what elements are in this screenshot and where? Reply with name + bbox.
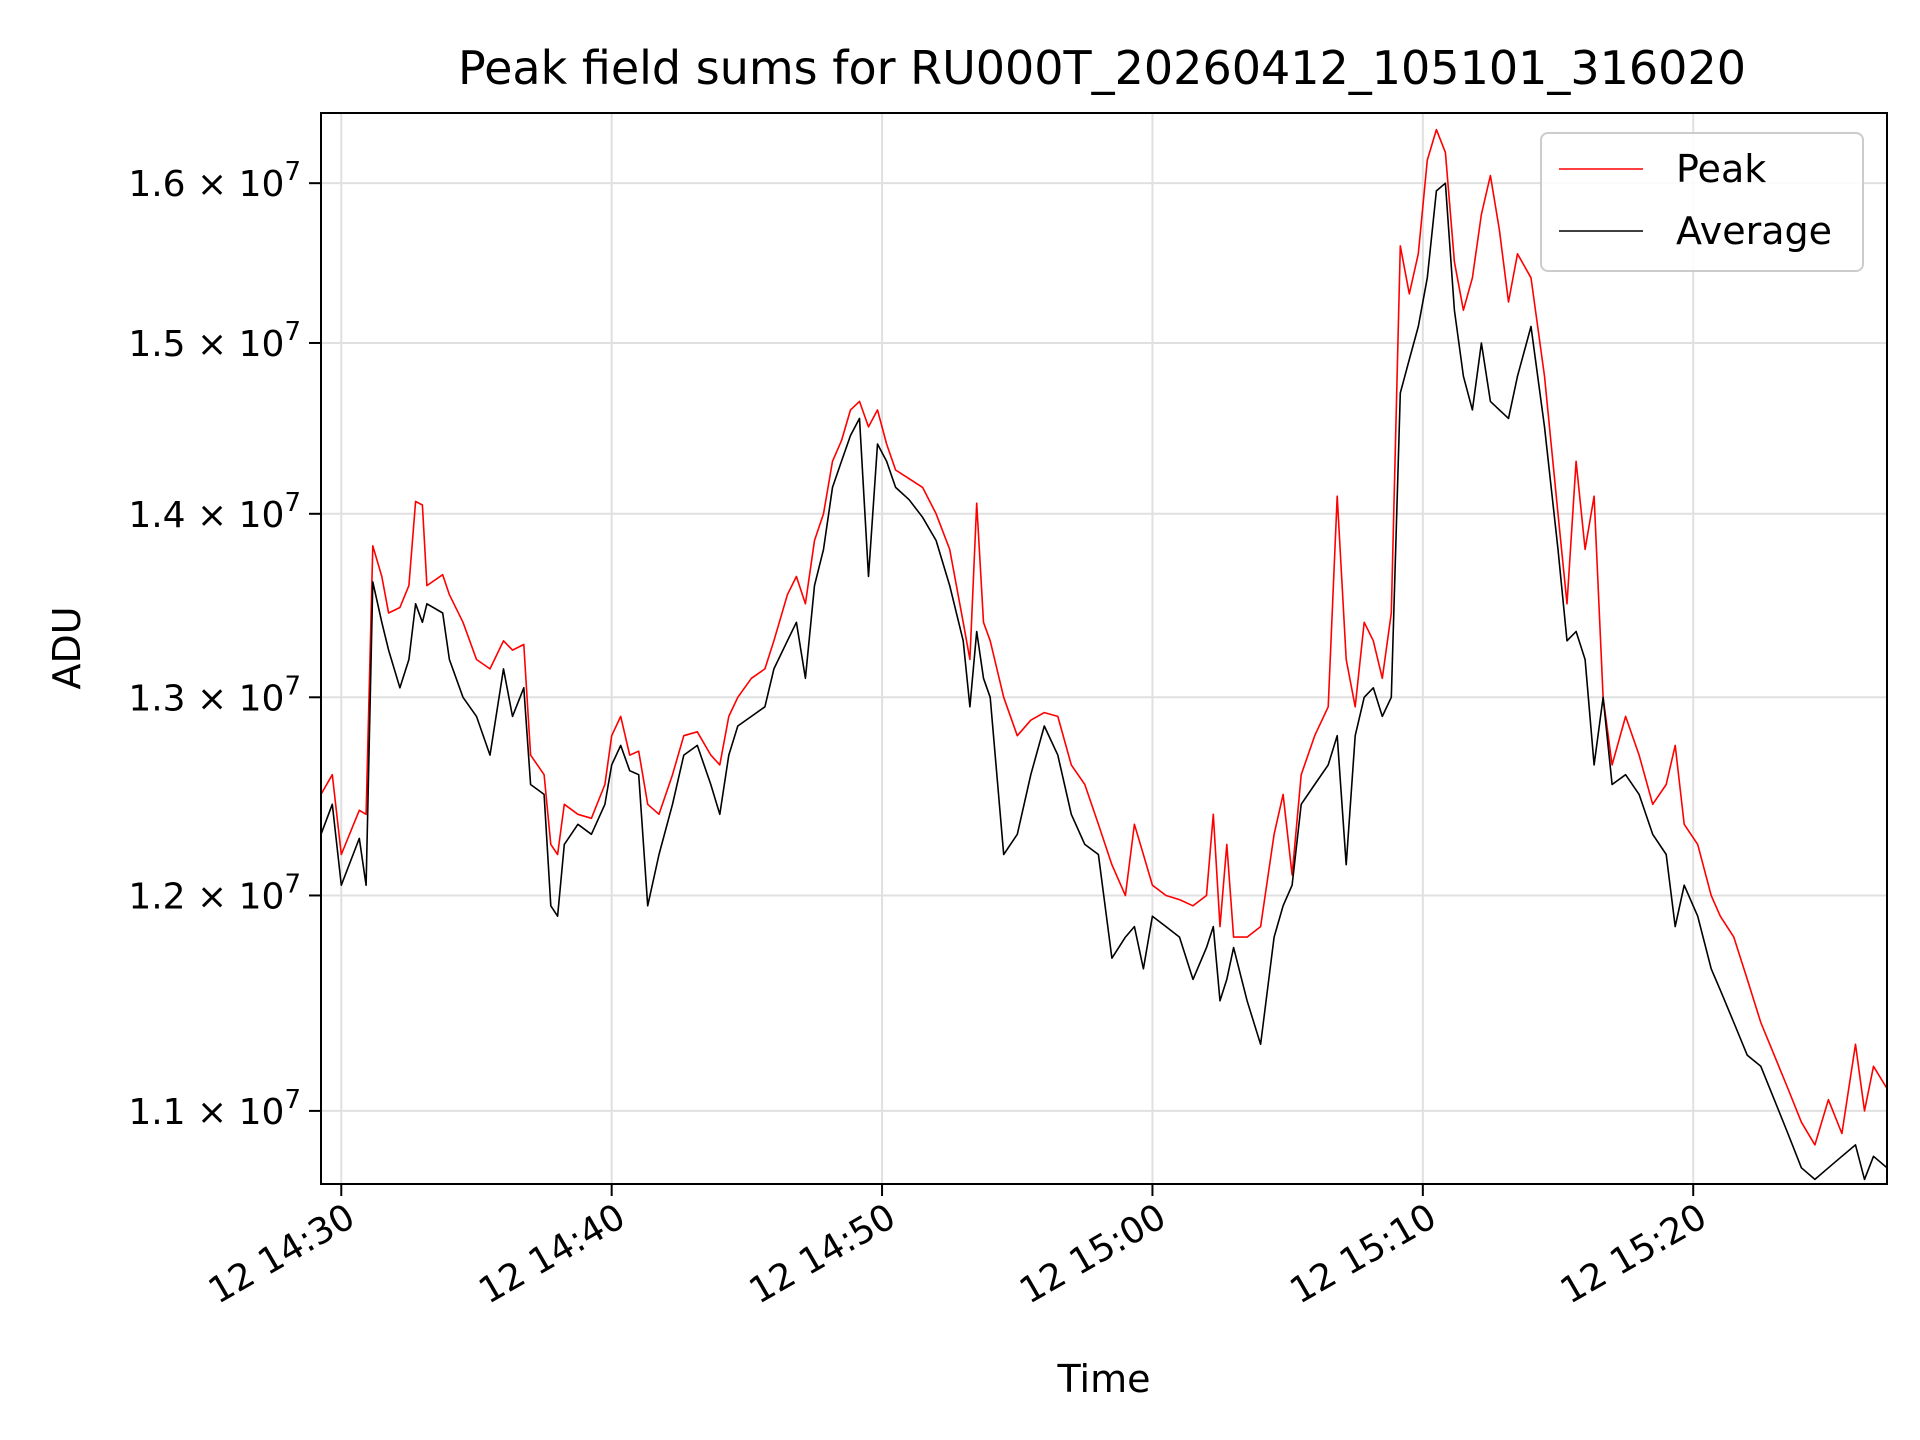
y-tick-mantissa: 1.3 [128, 678, 185, 719]
y-tick-mantissa: 1.4 [128, 495, 185, 536]
legend-label-average: Average [1676, 209, 1832, 253]
y-axis-label: ADU [45, 606, 89, 689]
chart-title: Peak field sums for RU000T_20260412_1051… [458, 41, 1746, 95]
y-tick-label: 1.5 × 107 [128, 317, 301, 365]
y-tick-exponent: 7 [284, 157, 301, 187]
plot-frame [320, 112, 1888, 1185]
legend-box [1540, 132, 1864, 272]
series-line-peak [321, 128, 1887, 1146]
series-line-average [321, 182, 1887, 1181]
series-layer [321, 128, 1887, 1181]
y-tick-exponent: 7 [284, 317, 301, 347]
y-tick-times: × [186, 876, 239, 917]
y-tick-base: 10 [239, 1092, 285, 1133]
y-tick-base: 10 [239, 324, 285, 365]
y-tick-times: × [186, 495, 239, 536]
y-tick-times: × [186, 1092, 239, 1133]
y-tick-label: 1.6 × 107 [128, 157, 301, 205]
y-tick-mantissa: 1.5 [128, 324, 185, 365]
y-tick-exponent: 7 [284, 1085, 301, 1115]
legend: Peak Average [1540, 132, 1864, 272]
y-tick-label: 1.1 × 107 [128, 1085, 301, 1133]
y-tick-base: 10 [239, 876, 285, 917]
y-tick-times: × [186, 678, 239, 719]
x-axis-label: Time [1057, 1357, 1151, 1401]
y-tick-label: 1.2 × 107 [128, 869, 301, 917]
y-tick-exponent: 7 [284, 671, 301, 701]
y-tick-exponent: 7 [284, 869, 301, 899]
y-tick-base: 10 [239, 495, 285, 536]
y-tick-exponent: 7 [284, 488, 301, 518]
y-tick-label: 1.3 × 107 [128, 671, 301, 719]
y-tick-base: 10 [239, 164, 285, 205]
y-tick-times: × [186, 324, 239, 365]
y-tick-times: × [186, 164, 239, 205]
y-tick-mantissa: 1.2 [128, 876, 185, 917]
y-tick-base: 10 [239, 678, 285, 719]
legend-label-peak: Peak [1676, 147, 1766, 191]
y-tick-mantissa: 1.1 [128, 1092, 185, 1133]
grid [321, 113, 1887, 1184]
y-tick-label: 1.4 × 107 [128, 488, 301, 536]
y-tick-mantissa: 1.6 [128, 164, 185, 205]
